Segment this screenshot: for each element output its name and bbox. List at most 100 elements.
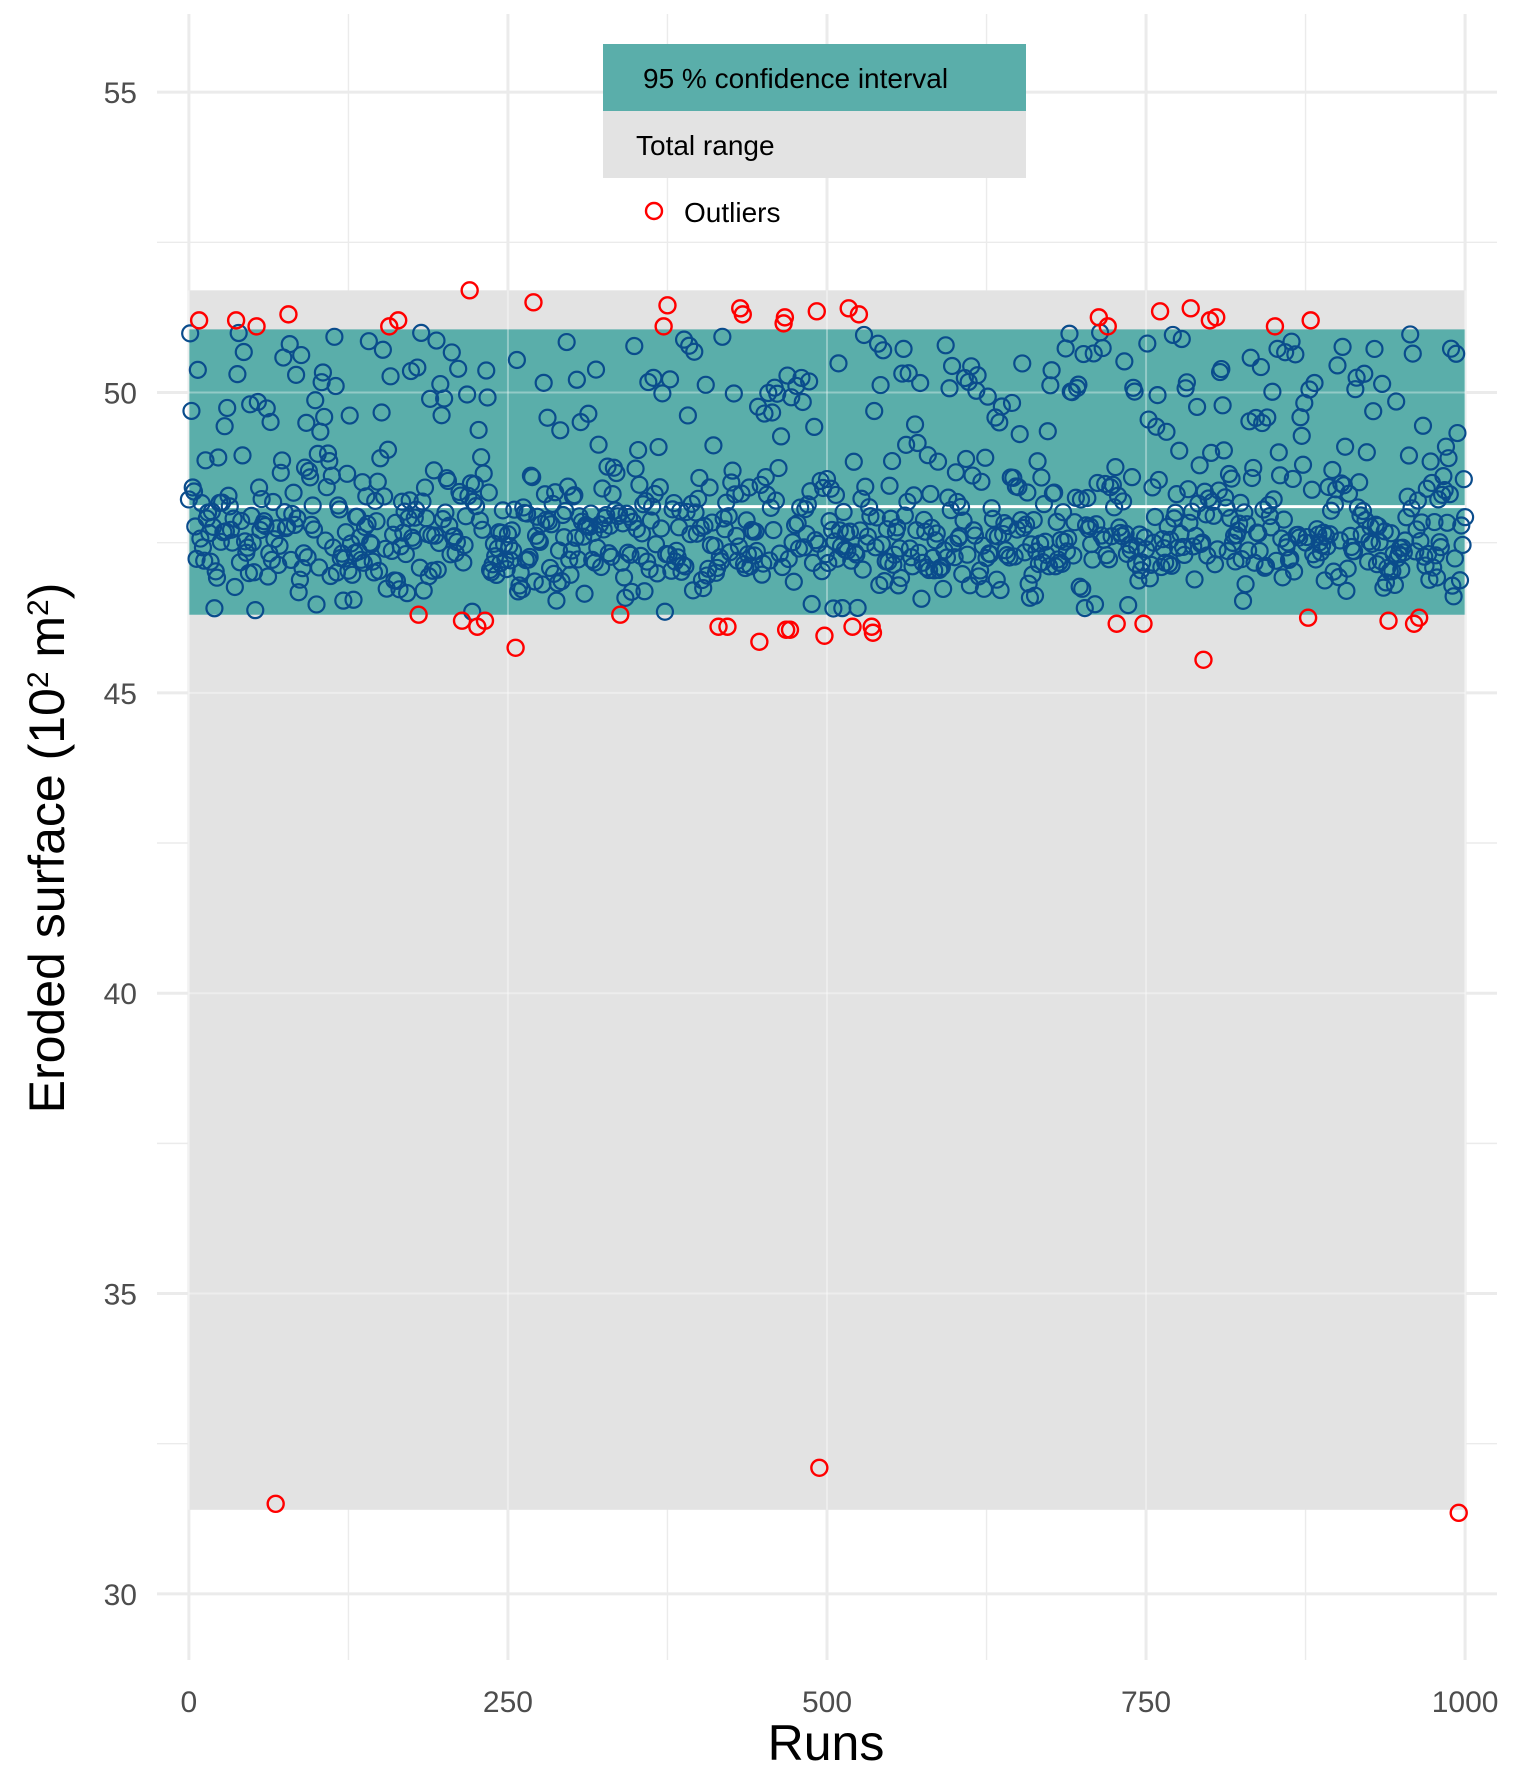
run-point bbox=[1276, 343, 1295, 362]
run-point bbox=[1401, 325, 1420, 344]
run-point bbox=[766, 491, 786, 510]
y-axis-title: Eroded surface (102 m2) bbox=[19, 583, 75, 1114]
run-point bbox=[1253, 413, 1272, 433]
outlier-point bbox=[654, 317, 673, 336]
run-point bbox=[922, 518, 941, 537]
run-point bbox=[309, 558, 329, 577]
outlier-point bbox=[733, 305, 752, 324]
run-point bbox=[681, 525, 700, 544]
outlier-point bbox=[815, 626, 834, 645]
run-point bbox=[1108, 486, 1128, 505]
y-axis-title-sup1: 2 bbox=[22, 671, 55, 688]
y-tick-label: 40 bbox=[104, 978, 137, 1011]
run-point bbox=[372, 403, 391, 422]
outlier-point bbox=[611, 605, 630, 624]
run-point bbox=[785, 516, 805, 535]
run-point bbox=[1324, 562, 1343, 581]
run-point bbox=[908, 433, 927, 453]
run-point bbox=[874, 341, 893, 360]
run-point bbox=[588, 538, 607, 557]
x-tick-label: 500 bbox=[802, 1686, 852, 1719]
run-point bbox=[224, 509, 243, 528]
run-point bbox=[1078, 488, 1097, 508]
outlier-point bbox=[709, 617, 728, 636]
run-point bbox=[555, 528, 574, 547]
run-point bbox=[713, 327, 732, 346]
run-point bbox=[392, 492, 412, 511]
run-point bbox=[880, 476, 899, 495]
run-point bbox=[1153, 530, 1172, 549]
run-point bbox=[1004, 468, 1023, 487]
run-point bbox=[676, 557, 695, 576]
run-point bbox=[1453, 535, 1472, 555]
run-point bbox=[1140, 569, 1159, 588]
run-point bbox=[797, 524, 816, 544]
run-point bbox=[381, 367, 400, 386]
run-point bbox=[1385, 575, 1405, 595]
run-point bbox=[521, 466, 541, 485]
run-point bbox=[436, 503, 455, 522]
run-point bbox=[696, 375, 715, 394]
run-point bbox=[315, 407, 334, 427]
run-point bbox=[375, 487, 394, 506]
run-point bbox=[458, 385, 477, 404]
run-point bbox=[455, 535, 474, 555]
run-point bbox=[639, 372, 658, 392]
run-point bbox=[525, 572, 544, 591]
x-axis-title: Runs bbox=[768, 1715, 885, 1771]
run-point bbox=[819, 553, 838, 573]
run-point bbox=[479, 483, 498, 502]
run-point bbox=[1436, 437, 1456, 456]
run-point bbox=[1038, 422, 1057, 441]
run-point bbox=[945, 548, 964, 567]
run-point bbox=[660, 370, 680, 389]
run-point bbox=[954, 511, 973, 530]
run-point bbox=[1420, 570, 1439, 589]
run-point bbox=[834, 502, 853, 522]
run-point bbox=[229, 323, 248, 343]
run-point bbox=[968, 366, 987, 385]
run-point bbox=[547, 591, 566, 610]
run-point bbox=[1071, 490, 1091, 509]
run-point bbox=[1282, 332, 1301, 351]
run-point bbox=[477, 361, 496, 380]
run-point bbox=[1190, 456, 1209, 475]
run-point bbox=[740, 478, 759, 497]
run-point bbox=[939, 488, 958, 507]
run-point bbox=[413, 492, 432, 511]
run-point bbox=[802, 594, 821, 614]
run-point bbox=[326, 376, 345, 396]
run-point bbox=[893, 364, 912, 383]
run-point bbox=[1360, 532, 1379, 551]
run-point bbox=[225, 577, 244, 597]
run-point bbox=[1452, 516, 1471, 535]
run-point bbox=[1323, 460, 1342, 480]
run-points bbox=[179, 323, 1475, 621]
run-point bbox=[844, 452, 863, 471]
run-point bbox=[1075, 598, 1094, 618]
run-point bbox=[1417, 479, 1436, 498]
run-point bbox=[755, 404, 774, 423]
outlier-point bbox=[658, 296, 677, 315]
run-point bbox=[232, 511, 251, 531]
outlier-point bbox=[1150, 302, 1170, 321]
run-point bbox=[1245, 553, 1264, 572]
run-point bbox=[267, 519, 287, 538]
run-point bbox=[292, 345, 311, 365]
run-point bbox=[683, 581, 703, 600]
run-point bbox=[1293, 455, 1313, 474]
run-point bbox=[1235, 503, 1254, 522]
run-point bbox=[801, 482, 820, 501]
run-point bbox=[621, 545, 640, 564]
run-point bbox=[1373, 374, 1392, 394]
outlier-point bbox=[1134, 614, 1153, 633]
outlier-point bbox=[452, 611, 472, 630]
run-point bbox=[1042, 361, 1061, 380]
legend: 95 % confidence interval Total range Out… bbox=[603, 44, 1026, 228]
run-point bbox=[523, 467, 542, 487]
run-point bbox=[1213, 396, 1232, 415]
run-point bbox=[779, 549, 798, 569]
outlier-point bbox=[843, 617, 862, 636]
run-point bbox=[928, 452, 948, 471]
run-point bbox=[653, 384, 672, 403]
